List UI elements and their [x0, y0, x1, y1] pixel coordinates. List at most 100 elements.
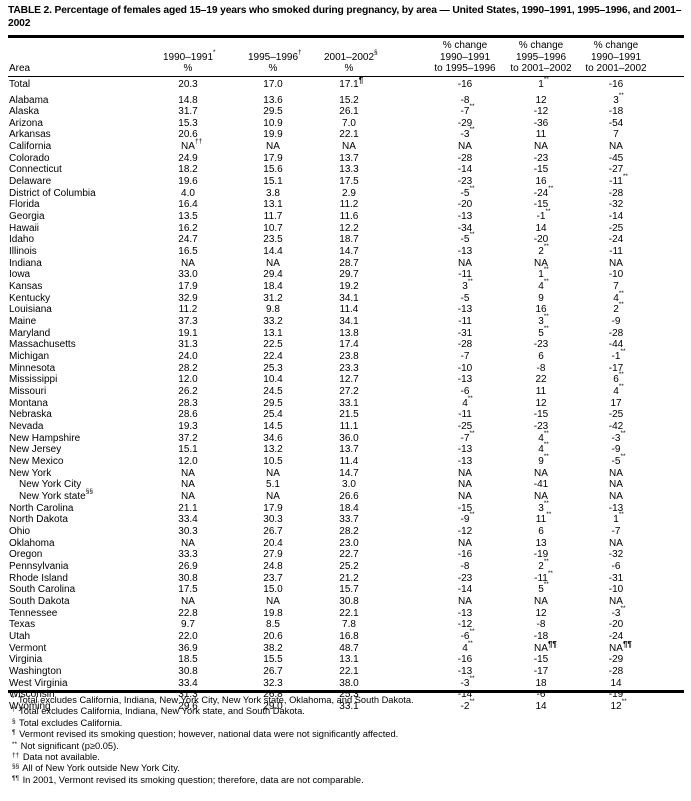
cell-value: -14: [457, 689, 473, 701]
cell-value: 34.1: [339, 316, 359, 328]
cell-value: 17.0: [263, 78, 283, 90]
cell-col-2: 8.5: [233, 619, 313, 631]
cell-value: -23: [533, 339, 549, 351]
cell-value: 10.4: [263, 374, 283, 386]
cell-col-3: 3.0: [309, 479, 389, 491]
table-row: Wisconsin 31.3 26.8 25.3 -14 -6 -19: [0, 689, 691, 701]
table-row: Idaho 24.7 23.5 18.7 -5 ** -20 -24: [0, 231, 691, 246]
footnote-mark: *: [12, 695, 15, 702]
cell-col-1: NA: [148, 491, 228, 503]
cell-value: 33.4: [178, 514, 198, 526]
cell-value: 15.0: [263, 584, 283, 596]
cell-value: 36.9: [178, 642, 198, 654]
footnote-mark: **: [620, 604, 626, 612]
cell-col-3: 22.1: [309, 666, 389, 678]
cell-col-2: 22.5: [233, 339, 313, 351]
cell-value: 17: [610, 397, 622, 409]
cell-value: 13.7: [339, 152, 359, 164]
area-label: Montana: [9, 397, 48, 409]
footnote-mark: **: [543, 581, 549, 589]
area-label: Total: [9, 78, 31, 90]
cell-col-6: -6: [576, 561, 656, 573]
area-name: New Jersey: [9, 444, 61, 456]
cell-value: 19.8: [263, 607, 283, 619]
area-name: Pennsylvania: [9, 561, 68, 573]
cell-value: 25.3: [263, 362, 283, 374]
cell-col-5: 18: [501, 678, 581, 690]
cell-col-4: -7 **: [425, 103, 505, 118]
cell-col-4: -8: [425, 95, 505, 107]
area-name: New York City: [19, 479, 81, 491]
footnote: ¶ Vermont revised its smoking question; …: [12, 727, 398, 741]
area-name: Minnesota: [9, 363, 55, 375]
cell-col-3: 12.2: [309, 223, 389, 235]
area-name: Kentucky: [9, 293, 50, 305]
footnote-mark: **: [469, 126, 475, 134]
cell-col-1: 33.4: [148, 514, 228, 526]
cell-value: -15: [533, 199, 549, 211]
cell-col-2: 32.3: [233, 678, 313, 690]
column-header-4: % change: [415, 40, 515, 52]
cell-col-1: 33.3: [148, 549, 228, 561]
cell-value: -9 **: [460, 511, 475, 526]
cell-value: 9.7: [181, 619, 195, 631]
cell-value: 22.7: [339, 549, 359, 561]
column-header-text: % change: [442, 40, 488, 51]
cell-col-2: 13.2: [233, 444, 313, 456]
cell-value: 16.5: [178, 246, 198, 258]
cell-value: 17.9: [263, 152, 283, 164]
cell-col-3: 7.0: [309, 118, 389, 130]
cell-value: NA: [266, 595, 280, 607]
area-name: New York state §§: [19, 488, 93, 503]
table-row: District of Columbia 4.0 3.8 2.9 -5 ** -24 ** -2…: [0, 184, 691, 200]
cell-value: 15.1: [263, 176, 283, 188]
area-label: South Carolina: [9, 584, 76, 596]
cell-col-1: 22.0: [148, 631, 228, 643]
cell-col-6: 6 **: [576, 371, 656, 386]
footnote-mark: **: [467, 639, 473, 647]
cell-col-5: 12: [501, 608, 581, 620]
cell-value: 31.3: [178, 339, 198, 351]
cell-value: 31.7: [178, 106, 198, 118]
cell-value: 26.1: [339, 106, 359, 118]
cell-col-6: -14: [576, 211, 656, 223]
cell-col-6: -28: [576, 188, 656, 200]
cell-value: 24.9: [178, 152, 198, 164]
area-label: Illinois: [9, 246, 37, 258]
cell-col-2: NA: [233, 491, 313, 503]
cell-value: 13.8: [339, 327, 359, 339]
cell-col-4: NA: [425, 468, 505, 480]
cell-value: -34: [457, 222, 473, 234]
cell-value: -12: [533, 106, 549, 118]
cell-col-4: -5: [425, 293, 505, 305]
cell-value: -24 **: [533, 184, 554, 199]
cell-value: NA: [534, 595, 548, 607]
area-label: Wisconsin: [9, 689, 55, 701]
area-label: West Virginia: [9, 677, 68, 689]
area-label: North Dakota: [9, 514, 68, 526]
cell-col-1: 28.6: [148, 409, 228, 421]
cell-value: -13: [457, 374, 473, 386]
cell-col-4: -31: [425, 328, 505, 340]
cell-col-4: -12: [425, 526, 505, 538]
footnote: § Total excludes California.: [12, 716, 122, 730]
cell-col-6: -17: [576, 363, 656, 375]
area-label: Delaware: [9, 176, 52, 188]
cell-value: 30.3: [178, 525, 198, 537]
cell-col-2: 10.4: [233, 374, 313, 386]
cell-value: 1 **: [613, 511, 624, 526]
cell-value: 19.9: [263, 129, 283, 141]
cell-value: NA: [458, 141, 472, 153]
table-row: Pennsylvania 26.9 24.8 25.2 -8 2 ** -6: [0, 558, 691, 573]
cell-value: -20: [533, 234, 549, 246]
cell-col-1: NA: [148, 596, 228, 608]
cell-col-6: -29: [576, 654, 656, 666]
area-name: Nebraska: [9, 409, 52, 421]
cell-col-4: -16: [425, 654, 505, 666]
area-label: Connecticut: [9, 164, 62, 176]
cell-col-1: NA: [148, 468, 228, 480]
cell-value: 37.2: [178, 432, 198, 444]
area-name: Oregon: [9, 549, 42, 561]
footnote: ¶¶ In 2001, Vermont revised its smoking …: [12, 773, 364, 787]
cell-value: 9 **: [538, 452, 549, 467]
